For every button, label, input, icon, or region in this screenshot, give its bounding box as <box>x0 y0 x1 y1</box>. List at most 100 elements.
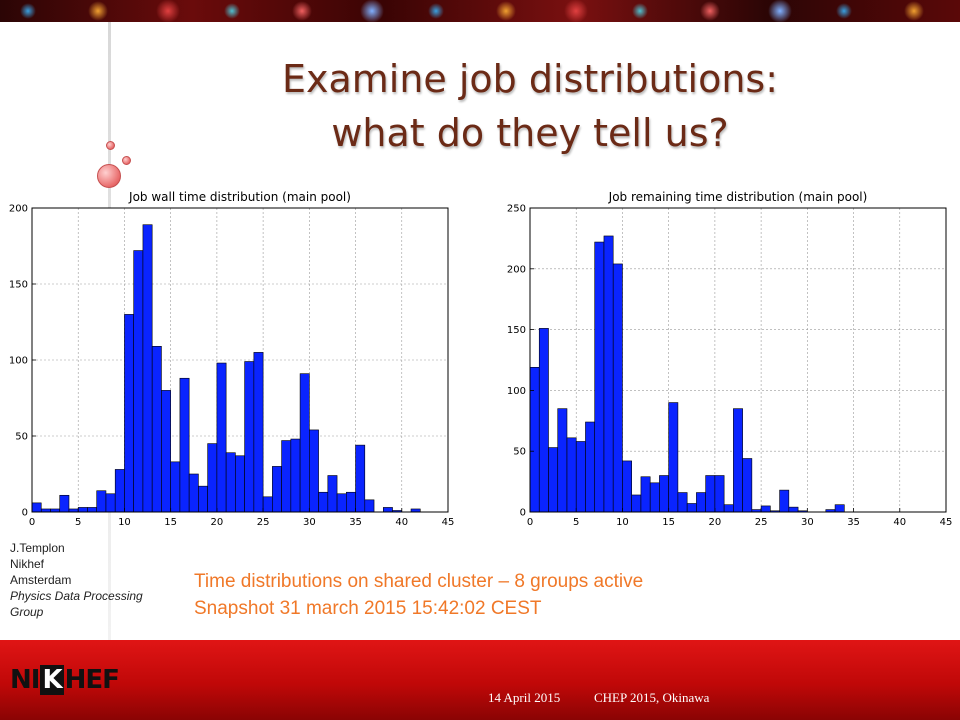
chart-2: 0 5 10 15 20 25 30 35 40 45 0 50 100 150 200 250 Job rem… <box>507 190 952 528</box>
histogram-bar <box>364 499 375 513</box>
histogram-bar <box>529 366 540 513</box>
x-tick-label: 5 <box>75 517 81 528</box>
x-tick-label: 25 <box>257 517 270 528</box>
histogram-bar <box>235 455 245 513</box>
histogram-bar <box>346 491 356 513</box>
histogram-bar <box>124 314 134 513</box>
histogram-bar <box>179 377 190 513</box>
banner-ornament <box>360 0 384 22</box>
x-tick-label: 25 <box>755 517 768 528</box>
histogram-bar <box>834 504 845 513</box>
histogram-bar <box>188 473 199 513</box>
histogram-bar <box>114 469 125 513</box>
y-tick-label: 150 <box>507 325 526 336</box>
plot-frame <box>529 207 947 513</box>
histogram-bar <box>696 492 706 513</box>
x-tick-label: 0 <box>29 517 35 528</box>
author-org: Nikhef <box>10 557 45 571</box>
histogram-bar <box>31 502 42 513</box>
banner-ornament <box>564 0 588 22</box>
y-tick-label: 50 <box>15 432 28 443</box>
histogram-bar <box>566 437 577 513</box>
decorative-bubble-small <box>122 156 131 165</box>
caption-line2: Snapshot 31 march 2015 15:42:02 CEST <box>194 598 542 619</box>
histogram-bar <box>142 224 153 513</box>
slide-title: Examine job distributions: what do they … <box>170 52 890 160</box>
histogram-bar <box>723 504 734 513</box>
y-tick-label: 100 <box>9 356 28 367</box>
histogram-bar <box>290 438 301 513</box>
x-tick-label: 10 <box>616 517 629 528</box>
histogram-bar <box>253 352 264 513</box>
x-tick-label: 15 <box>164 517 177 528</box>
x-tick-label: 45 <box>442 517 455 528</box>
histogram-bar <box>668 402 679 513</box>
banner-ornament <box>904 1 924 21</box>
histogram-bar <box>207 443 218 513</box>
histogram-bar <box>355 444 366 513</box>
x-tick-label: 35 <box>847 517 860 528</box>
slide-title-line1: Examine job distributions: <box>281 57 779 101</box>
chart-1: 0 5 10 15 20 25 30 35 40 45 0 50 100 150 200 Job wall t… <box>9 190 454 528</box>
author-city: Amsterdam <box>10 573 72 587</box>
x-tick-label: 30 <box>303 517 316 528</box>
chart-title: Job wall time distribution (main pool) <box>128 190 351 204</box>
histogram-bar <box>281 440 292 513</box>
histogram-bar <box>631 494 642 513</box>
x-tick-label: 5 <box>573 517 579 528</box>
histogram-bar <box>640 476 651 513</box>
histogram-bar <box>548 447 559 513</box>
histogram-bar <box>262 496 273 513</box>
x-tick-label: 15 <box>662 517 675 528</box>
histogram-bar <box>779 489 790 513</box>
histogram-bar <box>299 373 310 513</box>
histogram-bar <box>575 441 586 513</box>
histogram-bar <box>557 408 568 513</box>
histogram-bar <box>659 475 669 513</box>
histogram-bar <box>594 241 605 513</box>
histogram-bar <box>705 475 716 513</box>
author-group-line2: Group <box>10 605 44 619</box>
histogram-bar <box>59 494 70 513</box>
y-tick-label: 250 <box>507 204 526 215</box>
banner-ornament <box>428 3 444 19</box>
x-tick-label: 35 <box>349 517 362 528</box>
histogram-bar <box>161 390 171 513</box>
logo-text-mid: K <box>40 665 64 695</box>
logo-text-left: NI <box>10 665 40 695</box>
x-tick-label: 40 <box>893 517 906 528</box>
y-tick-label: 200 <box>507 264 526 275</box>
histogram-bar <box>151 346 162 513</box>
histogram-bar <box>170 461 181 513</box>
histogram-bar <box>327 475 338 513</box>
banner-ornament <box>156 0 180 22</box>
histogram-bar <box>96 490 107 513</box>
histogram-bar <box>714 475 725 513</box>
histogram-bar <box>585 421 596 513</box>
banner-ornament <box>224 3 240 19</box>
y-tick-label: 200 <box>9 204 28 215</box>
histogram-bar <box>318 491 329 513</box>
caption-line1: Time distributions on shared cluster – 8… <box>194 571 644 592</box>
histogram-bar <box>686 503 697 513</box>
histogram-bar <box>733 408 743 513</box>
histogram-bar <box>622 460 632 513</box>
histogram-bar <box>216 362 227 513</box>
x-tick-label: 40 <box>395 517 408 528</box>
histogram-bar <box>77 507 88 513</box>
decorative-bubble-tiny <box>106 141 115 150</box>
y-tick-label: 100 <box>507 386 526 397</box>
x-tick-label: 10 <box>118 517 131 528</box>
histogram-bar <box>538 328 549 513</box>
footer-date: 14 April 2015 <box>488 690 561 705</box>
logo-text-right: HEF <box>64 665 120 695</box>
x-tick-label: 20 <box>709 517 722 528</box>
nikhef-logo: NI K HEF <box>10 664 120 696</box>
histogram-bar <box>133 250 144 513</box>
histogram-bar <box>603 235 614 513</box>
caption: Time distributions on shared cluster – 8… <box>194 568 643 622</box>
author-group-line1: Physics Data Processing <box>10 589 143 603</box>
author-credit: J.Templon Nikhef Amsterdam Physics Data … <box>10 540 160 620</box>
histogram-bar <box>244 361 255 513</box>
logo-text: NI K HEF <box>10 665 120 695</box>
